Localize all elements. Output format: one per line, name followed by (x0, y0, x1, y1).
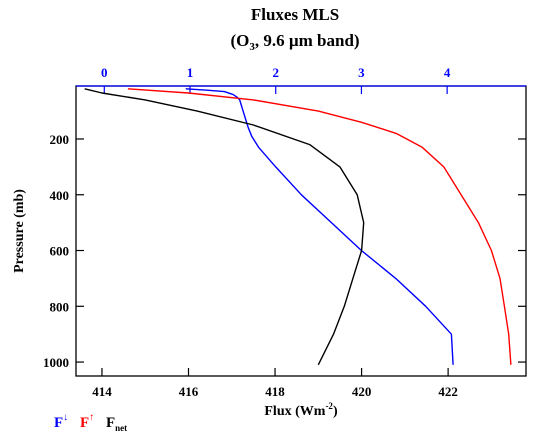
subtitle-prefix: (O (230, 31, 249, 50)
subtitle-suffix: , 9.6 µm band) (255, 31, 360, 50)
y-tick-label: 400 (50, 188, 70, 203)
chart-subtitle: (O3, 9.6 µm band) (230, 31, 359, 53)
x-axis-label: Flux (Wm-2) (264, 401, 338, 419)
x-tick-label: 420 (352, 384, 372, 399)
y-axis: 200 400 600 800 1000 (43, 132, 526, 370)
bottom-axis: 414 416 418 420 422 (92, 368, 458, 399)
legend-net-base: F (106, 415, 115, 431)
x-tick-label: 414 (92, 384, 112, 399)
legend-upward-flux: F↑ (80, 412, 94, 431)
top-tick-label: 2 (272, 65, 279, 80)
legend-net-flux: Fnet (106, 415, 127, 432)
series-line-down (186, 89, 453, 365)
plot-frame (76, 86, 526, 376)
series-line-net (85, 89, 364, 365)
chart-title: Fluxes MLS (251, 5, 339, 24)
x-tick-label: 418 (265, 384, 285, 399)
legend: F↓ F↑ Fnet (54, 412, 127, 432)
legend-up-sup: ↑ (89, 412, 94, 423)
top-tick-label: 4 (444, 65, 451, 80)
y-tick-label: 800 (50, 299, 70, 314)
x-tick-label: 416 (179, 384, 199, 399)
series-line-up (128, 89, 511, 365)
legend-up-base: F (80, 415, 89, 431)
y-axis-label: Pressure (mb) (12, 189, 27, 273)
legend-down-sup: ↓ (63, 412, 68, 423)
y-tick-label: 600 (50, 244, 70, 259)
legend-downward-flux: F↓ (54, 412, 68, 431)
xlabel-prefix: Flux (Wm (264, 404, 325, 419)
x-tick-label: 422 (438, 384, 458, 399)
series-layer (85, 89, 511, 365)
legend-down-base: F (54, 415, 63, 431)
y-tick-label: 1000 (43, 355, 69, 370)
top-tick-label: 1 (187, 65, 194, 80)
top-axis: 0 1 2 3 4 (101, 65, 451, 94)
legend-net-sub: net (115, 423, 127, 432)
top-tick-label: 3 (358, 65, 365, 80)
top-tick-label: 0 (101, 65, 108, 80)
y-tick-label: 200 (50, 132, 70, 147)
xlabel-suffix: ) (333, 404, 338, 419)
